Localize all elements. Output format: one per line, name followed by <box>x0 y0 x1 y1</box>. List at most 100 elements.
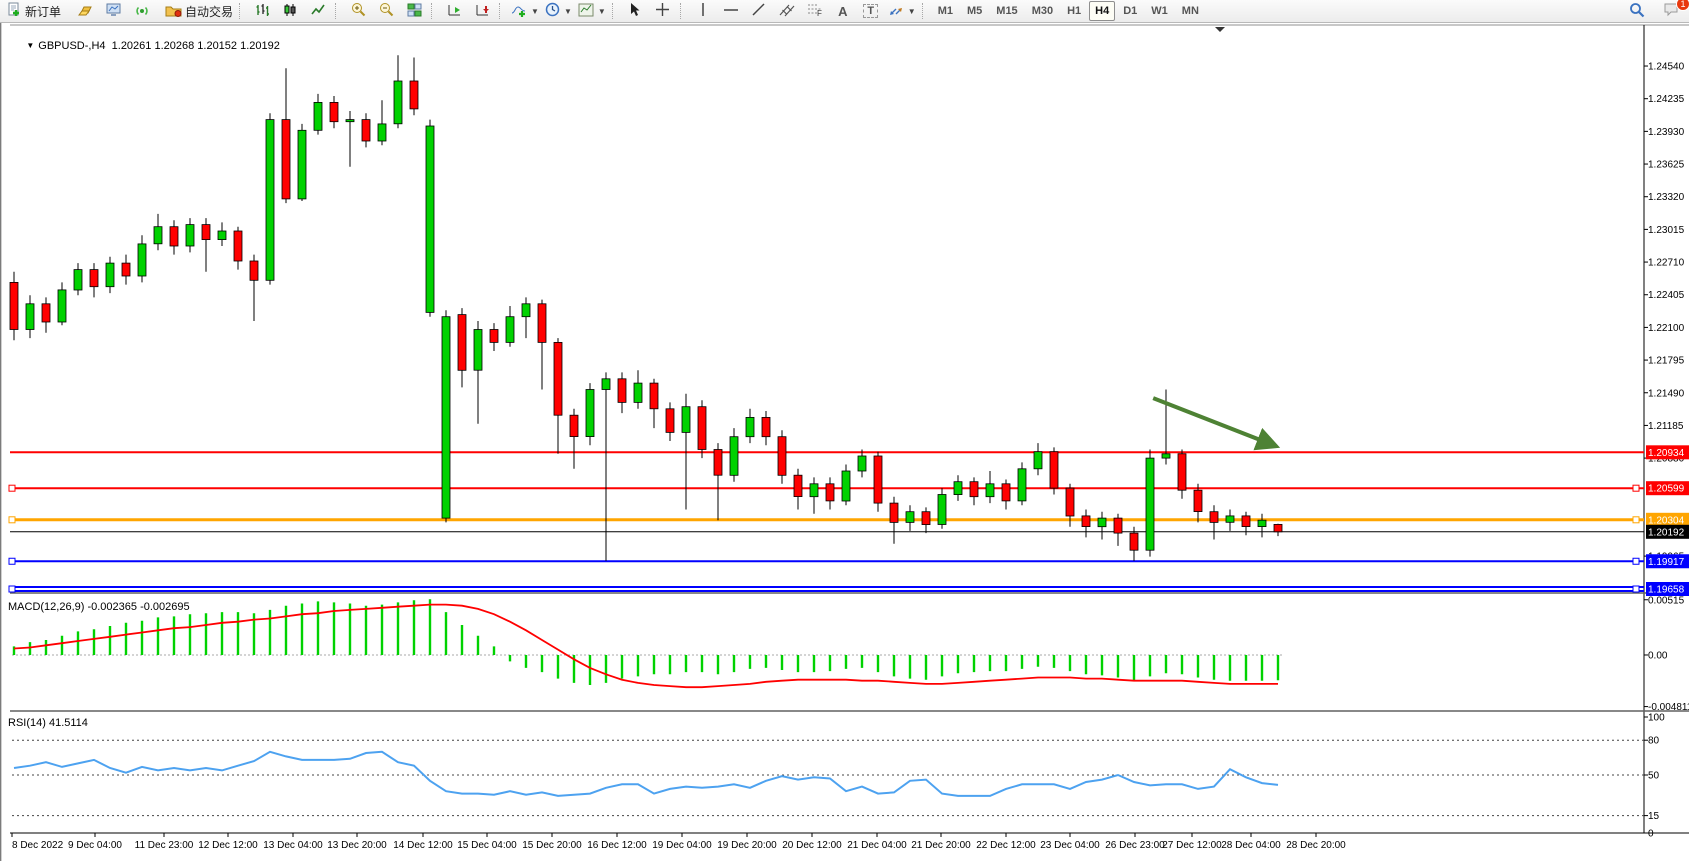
cursor-tool-button[interactable] <box>621 0 649 22</box>
candlestick-mode-button[interactable] <box>276 0 304 22</box>
timeframe-button-mn[interactable]: MN <box>1181 5 1199 17</box>
zoom-out-button[interactable] <box>372 0 400 22</box>
time-tick-label: 12 Dec 12:00 <box>198 840 258 851</box>
notification-badge: 1 <box>1676 0 1689 11</box>
line-handle[interactable] <box>1632 516 1640 524</box>
rsi-axis-label: 15 <box>1648 811 1660 822</box>
toolbar-separator <box>431 3 437 19</box>
vertical-line-tool-button[interactable] <box>689 0 717 22</box>
price-line-label: 1.19658 <box>1648 585 1685 596</box>
rsi-axis-label: 0 <box>1648 829 1654 840</box>
rsi-line <box>13 750 1279 797</box>
toolbar-separator <box>499 3 505 19</box>
auto-scroll-button[interactable] <box>440 0 468 22</box>
trendline-tool-button[interactable] <box>745 0 773 22</box>
crosshair-tool-button[interactable] <box>649 0 677 22</box>
price-line-label: 1.20304 <box>1648 515 1685 526</box>
fibonacci-tool-button[interactable]: F <box>801 0 829 22</box>
signals-button[interactable] <box>128 0 156 22</box>
text-tool-button[interactable]: A <box>829 0 857 22</box>
price-line-label: 1.20934 <box>1648 448 1685 459</box>
channel-tool-button[interactable] <box>773 0 801 22</box>
auto-trading-button[interactable]: 自动交易 <box>162 0 236 22</box>
gold-bar-icon <box>78 3 94 20</box>
cursor-icon <box>628 2 641 20</box>
timeframe-button-m15[interactable]: M15 <box>996 5 1018 17</box>
time-tick-label: 15 Dec 20:00 <box>522 840 582 851</box>
chart-canvas[interactable]: 1.24540 1.24235 1.23930 1.23625 1.23320 1.230… <box>2 23 1689 861</box>
price-tick-label: 1.22710 <box>1648 258 1685 269</box>
zoom-in-button[interactable] <box>344 0 372 22</box>
fibonacci-icon: F <box>807 2 823 20</box>
timeframe-button-d1[interactable]: D1 <box>1123 5 1138 17</box>
new-order-button[interactable]: 新订单 <box>4 0 64 22</box>
price-tick-label: 1.21185 <box>1648 421 1684 432</box>
trend-arrow-annotation[interactable] <box>1152 396 1281 451</box>
line-handle[interactable] <box>8 484 16 492</box>
market-watch-button[interactable] <box>72 0 100 22</box>
template-icon <box>578 3 594 20</box>
tile-windows-button[interactable] <box>400 0 428 22</box>
time-tick-label: 15 Dec 04:00 <box>457 840 517 851</box>
signal-icon <box>135 3 150 20</box>
rsi-axis-label: 50 <box>1648 771 1660 782</box>
rsi-axis-label: 80 <box>1648 736 1660 747</box>
time-tick-label: 22 Dec 12:00 <box>976 840 1036 851</box>
chevron-down-icon: ▼ <box>531 6 539 16</box>
timeframe-button-m30[interactable]: M30 <box>1031 5 1054 17</box>
line-handle[interactable] <box>8 585 16 593</box>
price-tick-label: 1.23015 <box>1648 225 1685 236</box>
add-indicator-button[interactable]: ▼ <box>508 0 542 22</box>
period-button[interactable]: ▼ <box>542 0 575 22</box>
time-tick-label: 28 Dec 20:00 <box>1286 840 1346 851</box>
time-tick-label: 20 Dec 12:00 <box>782 840 842 851</box>
symbol-title: ▼ GBPUSD-,H4 1.20261 1.20268 1.20152 1.20… <box>26 40 280 52</box>
timeframe-button-h1[interactable]: H1 <box>1067 5 1082 17</box>
toolbar-separator <box>611 3 618 19</box>
time-tick-label: 9 Dec 04:00 <box>68 840 122 851</box>
line-handle[interactable] <box>1632 484 1640 492</box>
price-line-label-bg <box>1646 524 1689 539</box>
rsi-axis-label: 100 <box>1648 713 1665 724</box>
text-label-tool-button[interactable]: T <box>857 0 885 22</box>
search-button[interactable] <box>1623 0 1651 22</box>
price-tick-label: 1.22405 <box>1648 290 1685 301</box>
notifications-button[interactable]: 1 <box>1657 0 1689 22</box>
chart-shift-marker-icon[interactable] <box>1215 27 1225 32</box>
bar-chart-mode-button[interactable] <box>248 0 276 22</box>
macd-histogram <box>12 599 1280 685</box>
text-label-icon: T <box>863 4 879 18</box>
line-handle[interactable] <box>1632 557 1640 565</box>
timeframe-button-h4[interactable]: H4 <box>1089 1 1116 21</box>
time-tick-label: 23 Dec 04:00 <box>1040 840 1100 851</box>
time-tick-label: 19 Dec 20:00 <box>717 840 777 851</box>
chart-menu-caret-icon[interactable]: ▼ <box>26 41 35 50</box>
chart-shift-button[interactable] <box>468 0 496 22</box>
line-handle[interactable] <box>8 557 16 565</box>
price-tick-label: 1.23320 <box>1648 192 1685 203</box>
price-line-label-bg <box>1646 481 1689 496</box>
horizontal-line-tool-button[interactable] <box>717 0 745 22</box>
timeframe-button-m5[interactable]: M5 <box>967 5 983 17</box>
chart-window[interactable]: ▼ GBPUSD-,H4 1.20261 1.20268 1.20152 1.20… <box>0 23 1689 861</box>
price-line-label-bg <box>1646 512 1689 527</box>
price-tick-label: 1.21795 <box>1648 356 1685 367</box>
time-tick-label: 21 Dec 04:00 <box>847 840 907 851</box>
timeframe-button-m1[interactable]: M1 <box>937 5 953 17</box>
vertical-line-icon <box>698 2 708 20</box>
svg-text:F: F <box>817 9 822 17</box>
toolbar-separator <box>921 3 928 19</box>
arrows-tool-button[interactable]: ▼ <box>885 0 919 22</box>
timeframe-group: M1 M5 M15 M30 H1 H4 D1 W1 MN <box>931 1 1206 21</box>
timeframe-button-w1[interactable]: W1 <box>1151 5 1168 17</box>
time-tick-label: 28 Dec 04:00 <box>1221 840 1281 851</box>
macd-axis-label: 0.00515 <box>1648 595 1685 606</box>
terminal-button[interactable] <box>100 0 128 22</box>
auto-scroll-icon <box>447 3 462 20</box>
template-button[interactable]: ▼ <box>575 0 609 22</box>
main-toolbar: 新订单 自动交易 <box>0 0 1689 23</box>
line-handle[interactable] <box>8 516 16 524</box>
line-handle[interactable] <box>1632 585 1640 593</box>
line-chart-mode-button[interactable] <box>304 0 332 22</box>
